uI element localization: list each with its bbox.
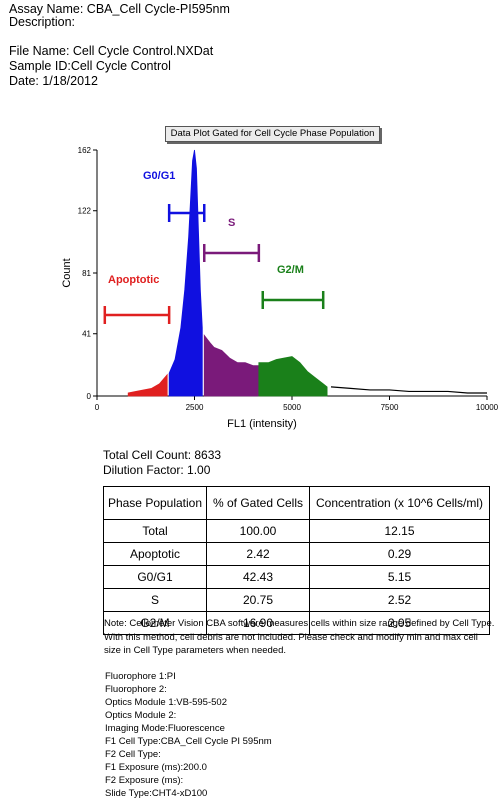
assay-name: Assay Name: CBA_Cell Cycle-PI595nm: [9, 2, 230, 16]
header-percent-gated: % of Gated Cells: [206, 486, 310, 520]
table-row: Apoptotic 2.42 0.29: [103, 542, 490, 566]
meta-optics-module-1: Optics Module 1:VB-595-502: [105, 697, 227, 708]
date: Date: 1/18/2012: [9, 74, 98, 88]
table-cell: S: [103, 588, 207, 612]
x-axis-label: FL1 (intensity): [227, 418, 297, 430]
gate-label-g0-g1: G0/G1: [143, 170, 175, 182]
x-tick-label: 10000: [476, 403, 499, 412]
meta-imaging-mode: Imaging Mode:Fluorescence: [105, 723, 225, 734]
y-tick-label: 0: [87, 392, 92, 401]
table-cell: 5.15: [309, 565, 490, 589]
table-cell: 12.15: [309, 519, 490, 543]
table-cell: Total: [103, 519, 207, 543]
note-text: Note: Cellometer Vision CBA software mea…: [104, 618, 495, 656]
histogram-series-g0-g1: [168, 149, 203, 397]
header-phase-population: Phase Population: [103, 486, 207, 520]
table-cell: 2.52: [309, 588, 490, 612]
meta-f1-exposure: F1 Exposure (ms):200.0: [105, 762, 207, 773]
x-tick-label: 5000: [283, 403, 301, 412]
y-tick-label: 162: [78, 146, 92, 155]
x-tick-label: 0: [95, 403, 100, 412]
gate-label-s: S: [228, 217, 235, 229]
table-row: G2/M 16.90 2.05: [103, 611, 490, 635]
table-row: S 20.75 2.52: [103, 588, 490, 612]
header-concentration: Concentration (x 10^6 Cells/ml): [309, 486, 490, 520]
table-cell: G0/G1: [103, 565, 207, 589]
table-row: Total 100.00 12.15: [103, 519, 490, 543]
table-header-row: Phase Population % of Gated Cells Concen…: [103, 486, 490, 520]
meta-optics-module-2: Optics Module 2:: [105, 710, 177, 721]
table-cell: Apoptotic: [103, 542, 207, 566]
histogram-chart: 0 41 81 122 162 0 2500 5000 7500 10000 FL1 (intens…: [61, 146, 499, 430]
chart-title: Data Plot Gated for Cell Cycle Phase Pop…: [165, 126, 380, 142]
table-cell: 2.05: [309, 611, 490, 635]
table-cell: 0.29: [309, 542, 490, 566]
table-cell: 100.00: [206, 519, 310, 543]
meta-fluorophore-2: Fluorophore 2:: [105, 684, 167, 695]
histogram-series-s: [203, 334, 260, 397]
table-cell: 42.43: [206, 565, 310, 589]
meta-f2-exposure: F2 Exposure (ms):: [105, 775, 184, 786]
gate-label-g2-m: G2/M: [277, 264, 304, 276]
meta-f2-cell-type: F2 Cell Type:: [105, 749, 161, 760]
y-axis-label: Count: [61, 258, 73, 287]
file-name: File Name: Cell Cycle Control.NXDat: [9, 44, 214, 58]
histogram-series-apoptotic: [127, 373, 168, 397]
meta-f1-cell-type: F1 Cell Type:CBA_Cell Cycle PI 595nm: [105, 736, 272, 747]
gate-label-apoptotic: Apoptotic: [108, 274, 159, 286]
description: Description:: [9, 15, 75, 29]
table-cell: 2.42: [206, 542, 310, 566]
results-table: Phase Population % of Gated Cells Concen…: [103, 486, 490, 635]
x-tick-label: 7500: [381, 403, 399, 412]
y-tick-label: 122: [78, 207, 92, 216]
dilution-factor: Dilution Factor: 1.00: [103, 463, 211, 477]
meta-slide-type: Slide Type:CHT4-xD100: [105, 788, 208, 799]
y-tick-label: 81: [82, 269, 91, 278]
meta-fluorophore-1: Fluorophore 1:PI: [105, 671, 176, 682]
histogram-series-debris: [330, 386, 487, 394]
histogram-series-g2-m: [258, 356, 328, 397]
table-cell: 20.75: [206, 588, 310, 612]
table-row: G0/G1 42.43 5.15: [103, 565, 490, 589]
total-cell-count: Total Cell Count: 8633: [103, 448, 222, 462]
x-tick-label: 2500: [186, 403, 204, 412]
table-cell: G2/M: [103, 611, 207, 635]
y-tick-label: 41: [82, 330, 91, 339]
sample-id: Sample ID:Cell Cycle Control: [9, 59, 171, 73]
